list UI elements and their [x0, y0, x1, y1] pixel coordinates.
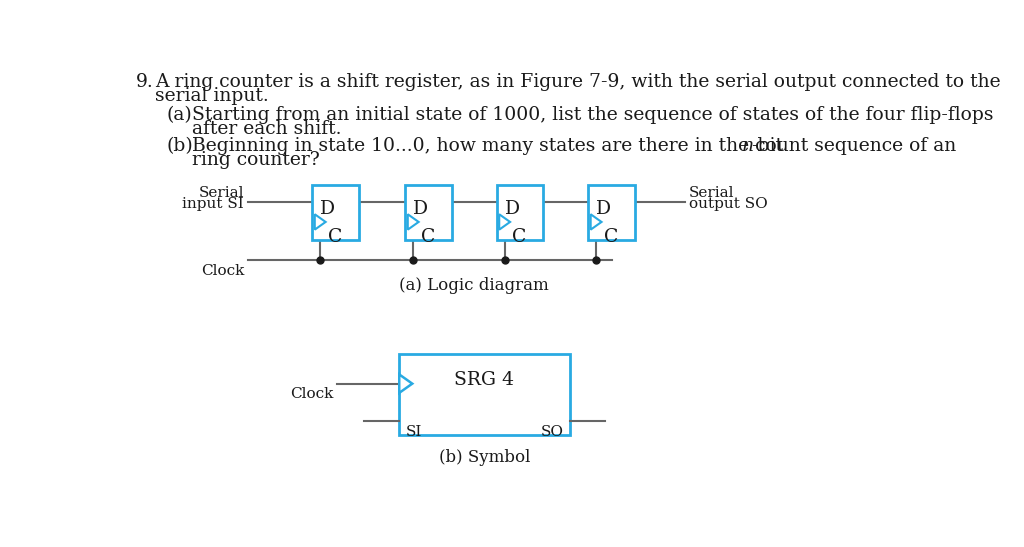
Text: C: C — [604, 228, 618, 246]
Text: Serial: Serial — [689, 187, 734, 200]
Text: n: n — [741, 137, 754, 155]
Text: A ring counter is a shift register, as in Figure 7-9, with the serial output con: A ring counter is a shift register, as i… — [155, 73, 1000, 91]
Polygon shape — [314, 214, 326, 230]
Text: D: D — [414, 200, 428, 218]
Bar — [399, 354, 569, 435]
Polygon shape — [408, 214, 419, 230]
Bar — [406, 185, 452, 241]
Text: D: D — [505, 200, 520, 218]
Text: (b): (b) — [167, 137, 194, 155]
Bar — [497, 185, 544, 241]
Text: 9.: 9. — [136, 73, 154, 91]
Text: C: C — [512, 228, 526, 246]
Bar — [589, 185, 635, 241]
Text: ring counter?: ring counter? — [191, 151, 319, 169]
Text: -bit: -bit — [751, 137, 783, 155]
Polygon shape — [399, 374, 413, 393]
Text: (a): (a) — [167, 106, 193, 124]
Text: input SI: input SI — [182, 197, 245, 211]
Text: D: D — [321, 200, 335, 218]
Polygon shape — [591, 214, 601, 230]
Text: SI: SI — [406, 425, 422, 439]
Text: output SO: output SO — [689, 197, 768, 211]
Text: Starting from an initial state of 1000, list the sequence of states of the four : Starting from an initial state of 1000, … — [191, 106, 993, 124]
Text: serial input.: serial input. — [155, 87, 269, 105]
Text: SRG 4: SRG 4 — [455, 371, 514, 389]
Text: after each shift.: after each shift. — [191, 120, 341, 137]
Text: C: C — [421, 228, 435, 246]
Polygon shape — [500, 214, 510, 230]
Text: D: D — [596, 200, 611, 218]
Text: (b) Symbol: (b) Symbol — [439, 449, 530, 466]
Text: SO: SO — [541, 425, 563, 439]
Text: (a) Logic diagram: (a) Logic diagram — [398, 277, 549, 294]
Text: Beginning in state 10...0, how many states are there in the count sequence of an: Beginning in state 10...0, how many stat… — [191, 137, 962, 155]
Text: Serial: Serial — [199, 187, 245, 200]
Text: C: C — [328, 228, 342, 246]
Text: Clock: Clock — [290, 387, 334, 401]
Text: Clock: Clock — [201, 264, 245, 277]
Bar — [312, 185, 359, 241]
